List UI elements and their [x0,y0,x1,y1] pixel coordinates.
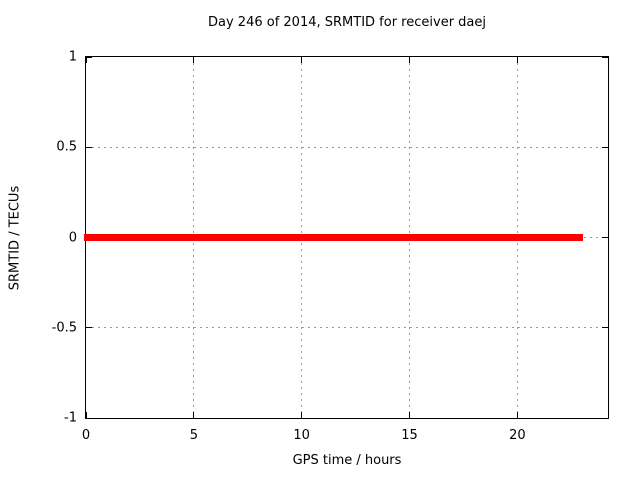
x-tick-label: 10 [293,428,310,443]
y-tick-mark [602,417,608,419]
y-tick-label: -0.5 [51,320,77,336]
y-tick-mark [602,327,608,329]
x-tick-mark [85,57,87,63]
x-tick-mark [409,412,411,418]
x-tick-mark [301,412,303,418]
y-tick-mark [602,237,608,238]
y-tick-mark [86,56,92,58]
y-gridline [86,146,608,148]
chart-title: Day 246 of 2014, SRMTID for receiver dae… [208,15,486,30]
x-tick-mark [516,412,518,418]
y-tick-mark [86,146,92,148]
y-tick-label: -1 [64,410,77,426]
y-tick-mark [602,146,608,148]
plot-area [83,56,609,419]
x-tick-mark [85,412,87,418]
y-tick-mark [602,56,608,58]
x-tick-mark [193,412,195,418]
y-tick-label: 0 [68,230,77,245]
x-tick-mark [301,57,303,63]
y-tick-label: 1 [68,49,77,65]
x-tick-label: 20 [509,428,526,443]
y-tick-label: 0.5 [56,139,77,155]
x-tick-label: 5 [189,428,198,443]
x-axis-label: GPS time / hours [292,453,402,468]
series-line [83,234,584,241]
y-gridline [86,327,608,329]
x-tick-label: 15 [401,428,418,443]
x-tick-mark [409,57,411,63]
x-tick-mark [193,57,195,63]
y-tick-mark [86,417,92,419]
x-tick-mark [516,57,518,63]
x-tick-label: 0 [81,428,91,443]
y-tick-mark [86,327,92,329]
